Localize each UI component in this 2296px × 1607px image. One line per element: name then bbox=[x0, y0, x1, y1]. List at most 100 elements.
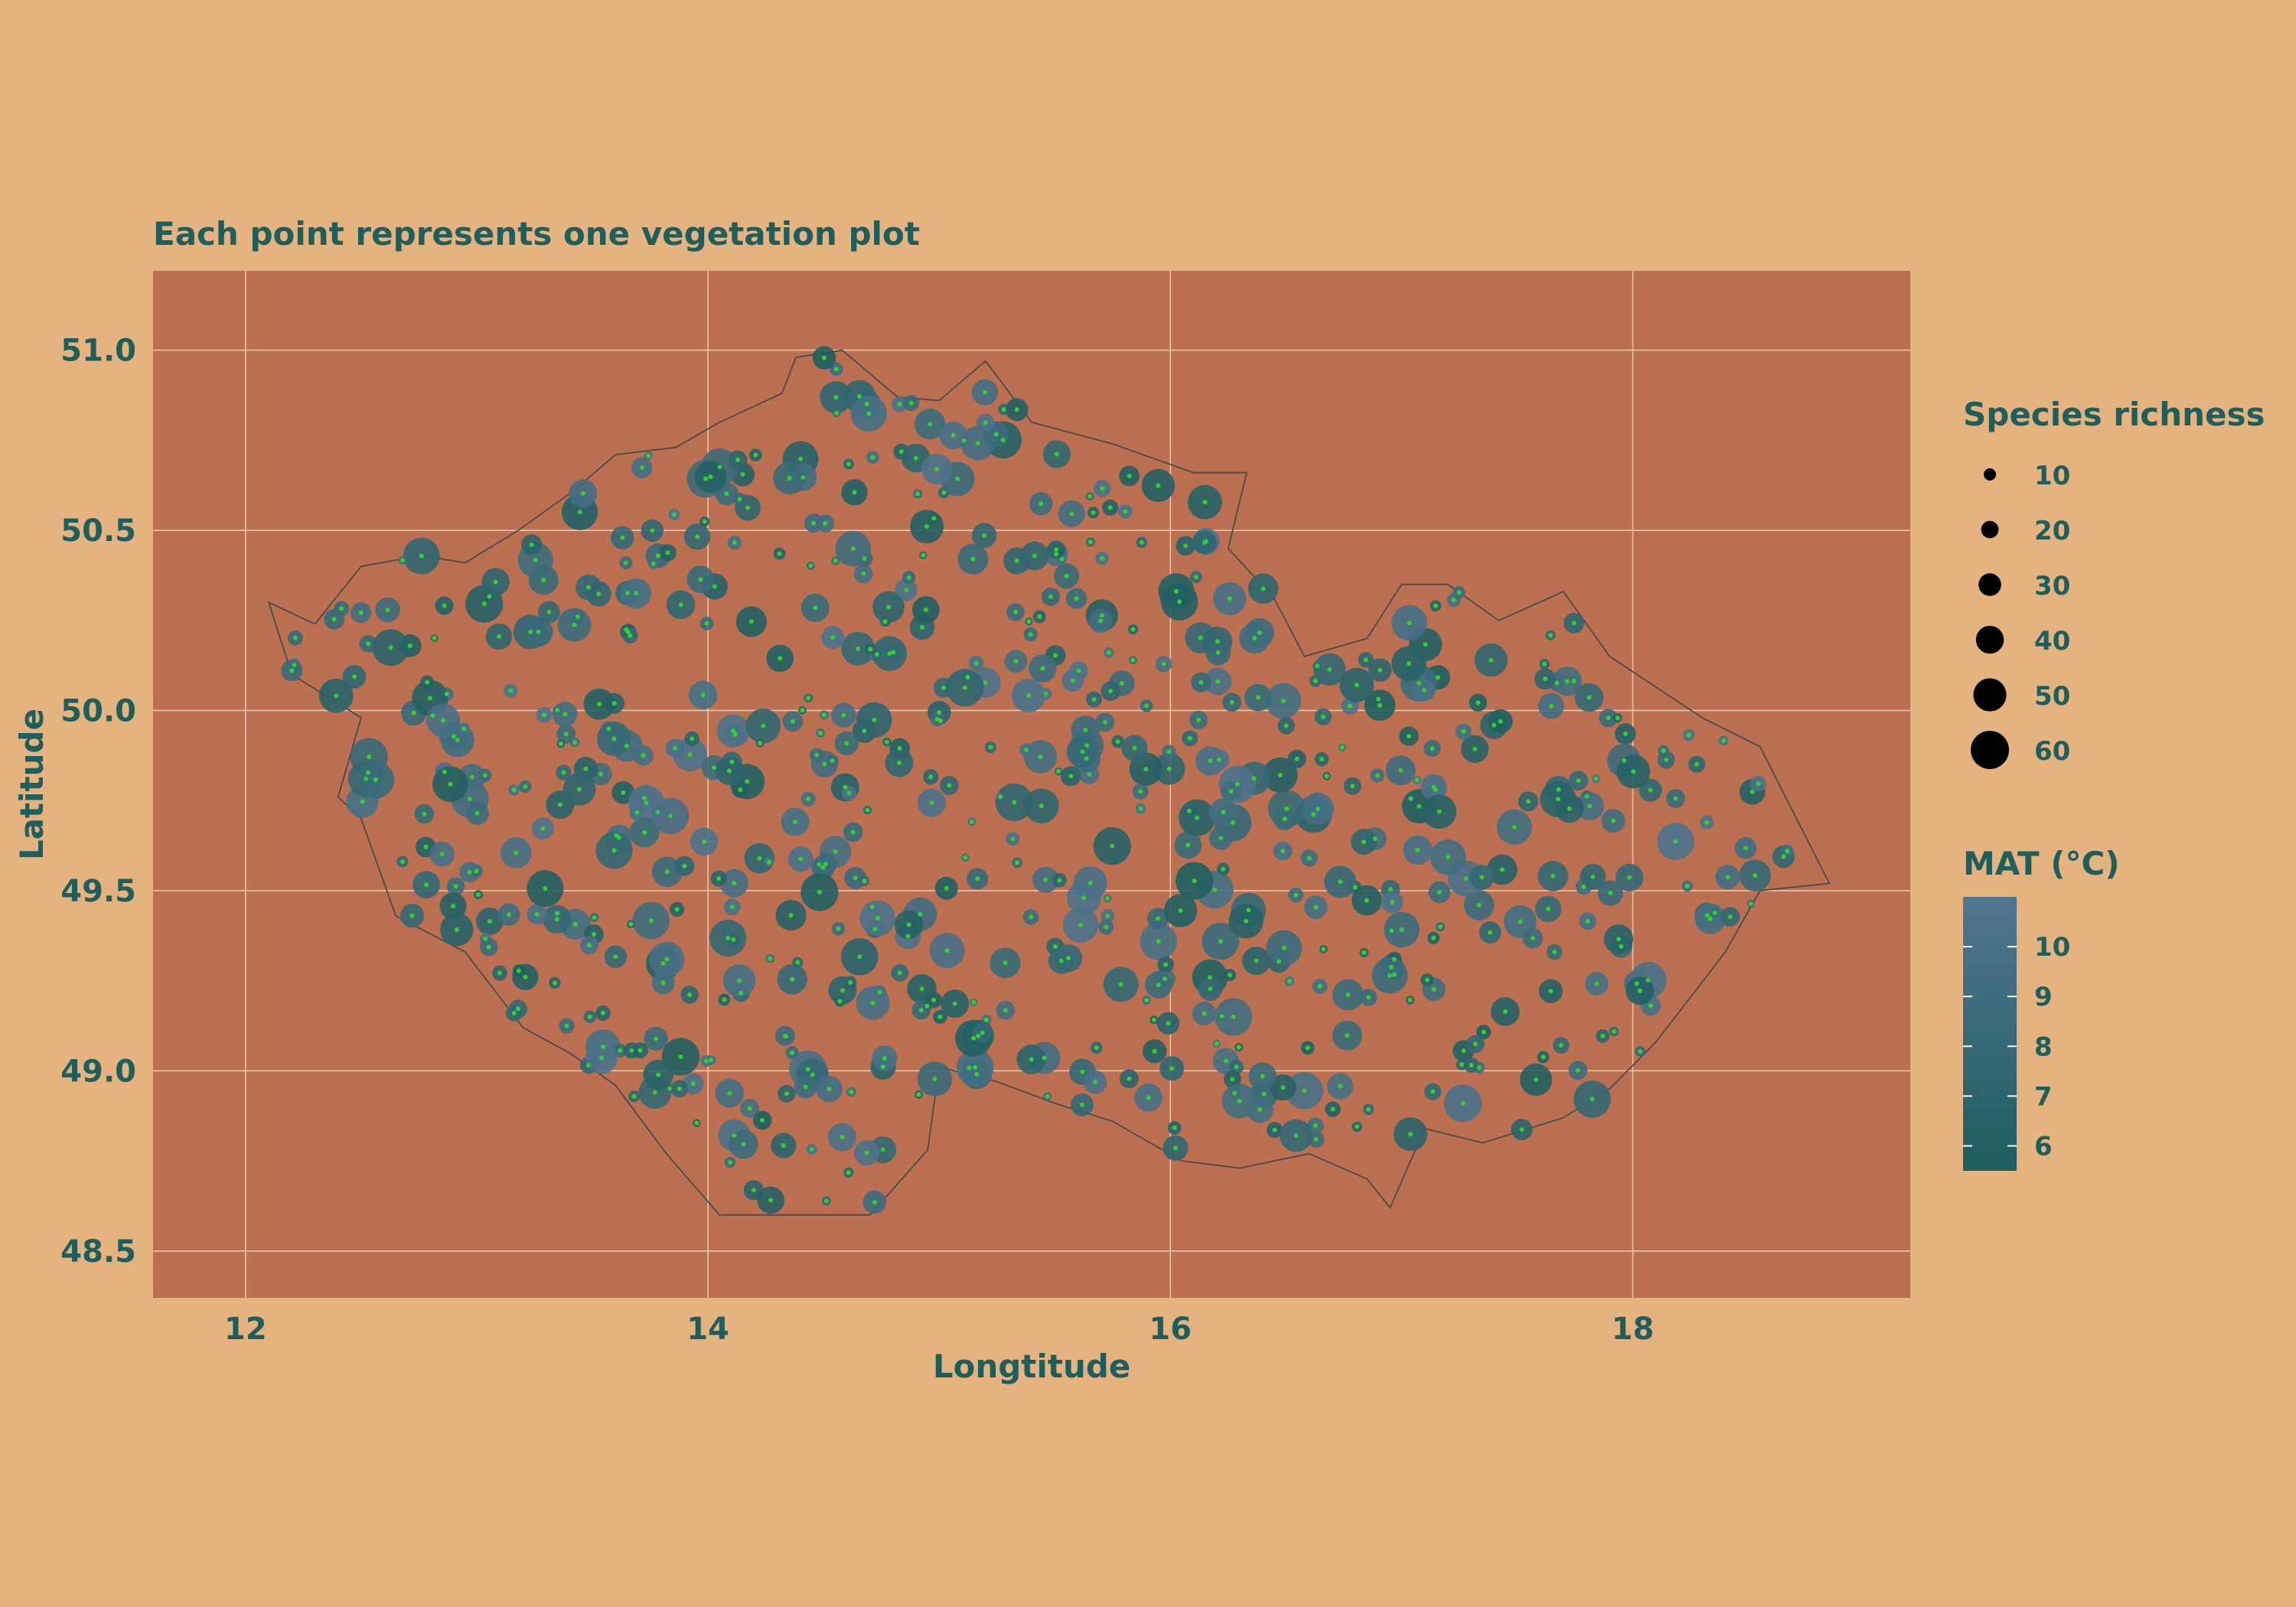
plot-centroid bbox=[1293, 892, 1299, 898]
plot-centroid bbox=[820, 865, 826, 870]
plot-centroid bbox=[751, 1188, 756, 1193]
plot-centroid bbox=[1406, 661, 1411, 667]
plot-centroid bbox=[1043, 877, 1049, 882]
plot-centroid bbox=[1202, 539, 1207, 545]
plot-centroid bbox=[1217, 757, 1222, 762]
plot-centroid bbox=[1611, 1029, 1616, 1034]
plot-centroid bbox=[1704, 913, 1710, 918]
plot-centroid bbox=[1587, 804, 1593, 809]
plot-centroid bbox=[1437, 890, 1442, 895]
plot-centroid bbox=[1088, 539, 1093, 545]
plot-centroid bbox=[1489, 657, 1494, 663]
plot-centroid bbox=[572, 622, 577, 627]
plot-centroid bbox=[425, 680, 429, 685]
plot-centroid bbox=[864, 401, 869, 406]
plot-centroid bbox=[1054, 547, 1059, 553]
plot-centroid bbox=[817, 730, 823, 735]
plot-centroid bbox=[975, 876, 980, 882]
plot-centroid bbox=[1748, 901, 1753, 906]
plot-centroid bbox=[1244, 918, 1249, 924]
plot-centroid bbox=[587, 1014, 592, 1019]
plot-centroid bbox=[592, 915, 597, 921]
plot-centroid bbox=[891, 650, 896, 655]
plot-centroid bbox=[358, 610, 364, 615]
plot-centroid bbox=[409, 913, 415, 918]
plot-centroid bbox=[1518, 919, 1523, 924]
plot-centroid bbox=[823, 862, 828, 867]
plot-centroid bbox=[1530, 936, 1535, 940]
plot-centroid bbox=[830, 635, 836, 641]
plot-centroid bbox=[641, 753, 646, 758]
plot-centroid bbox=[931, 997, 936, 1002]
plot-centroid bbox=[843, 784, 848, 790]
plot-centroid bbox=[367, 755, 372, 759]
plot-centroid bbox=[787, 475, 792, 481]
plot-centroid bbox=[1083, 727, 1088, 732]
plot-centroid bbox=[1785, 849, 1790, 854]
plot-centroid bbox=[1378, 667, 1383, 673]
plot-centroid bbox=[660, 980, 666, 986]
plot-centroid bbox=[1564, 679, 1570, 684]
plot-centroid bbox=[837, 999, 843, 1004]
plot-centroid bbox=[572, 740, 578, 745]
colorbar bbox=[1963, 897, 2017, 1171]
plot-centroid bbox=[712, 584, 717, 589]
plot-centroid bbox=[1319, 757, 1324, 761]
plot-centroid bbox=[1330, 1107, 1336, 1112]
plot-centroid bbox=[1003, 1008, 1008, 1013]
plot-centroid bbox=[761, 723, 766, 729]
plot-centroid bbox=[559, 741, 563, 746]
plot-centroid bbox=[1320, 714, 1326, 719]
plot-centroid bbox=[915, 491, 921, 497]
plot-centroid bbox=[941, 490, 947, 495]
plot-centroid bbox=[1272, 1127, 1277, 1133]
legend-size-label: 10 bbox=[2034, 461, 2070, 491]
plot-centroid bbox=[678, 602, 683, 608]
plot-centroid bbox=[1229, 699, 1234, 705]
plot-centroid bbox=[793, 820, 797, 824]
plot-centroid bbox=[474, 869, 479, 874]
plot-centroid bbox=[971, 1035, 976, 1041]
plot-centroid bbox=[836, 926, 841, 931]
plot-centroid bbox=[563, 712, 568, 717]
plot-centroid bbox=[1115, 739, 1120, 745]
plot-centroid bbox=[1218, 939, 1223, 944]
plot-centroid bbox=[849, 1089, 854, 1094]
plot-centroid bbox=[716, 876, 722, 882]
plot-centroid bbox=[1088, 881, 1093, 886]
plot-centroid bbox=[738, 787, 743, 792]
plot-centroid bbox=[1648, 787, 1653, 793]
plot-centroid bbox=[1058, 958, 1064, 963]
plot-centroid bbox=[442, 769, 447, 774]
plot-centroid bbox=[1252, 636, 1257, 641]
plot-centroid bbox=[1558, 1043, 1564, 1048]
plot-centroid bbox=[833, 558, 838, 563]
plot-centroid bbox=[739, 990, 744, 996]
plot-centroid bbox=[821, 712, 827, 718]
plot-centroid bbox=[1551, 873, 1556, 878]
plot-centroid bbox=[944, 885, 949, 891]
plot-centroid bbox=[1000, 437, 1006, 442]
plot-centroid bbox=[1686, 732, 1691, 738]
plot-centroid bbox=[1156, 983, 1161, 987]
plot-centroid bbox=[1587, 695, 1592, 700]
plot-centroid bbox=[515, 1006, 520, 1012]
plot-centroid bbox=[768, 1198, 774, 1203]
plot-centroid bbox=[1099, 556, 1104, 561]
plot-centroid bbox=[904, 588, 908, 592]
plot-centroid bbox=[620, 535, 625, 540]
border-outline bbox=[267, 349, 1831, 1216]
plot-centroid bbox=[1277, 959, 1281, 964]
plot-centroid bbox=[1192, 878, 1197, 883]
plot-centroid bbox=[1054, 552, 1058, 557]
plot-centroid bbox=[629, 1048, 634, 1053]
plot-centroid bbox=[1661, 748, 1666, 753]
plot-centroid bbox=[830, 758, 835, 764]
legend-color-label: 9 bbox=[2034, 982, 2053, 1012]
plot-centroid bbox=[1173, 1146, 1178, 1151]
plot-centroid bbox=[1199, 680, 1204, 685]
plot-centroid bbox=[846, 790, 852, 796]
plot-centroid bbox=[652, 1090, 657, 1095]
plot-centroid bbox=[970, 556, 976, 562]
plot-centroid bbox=[795, 960, 801, 965]
